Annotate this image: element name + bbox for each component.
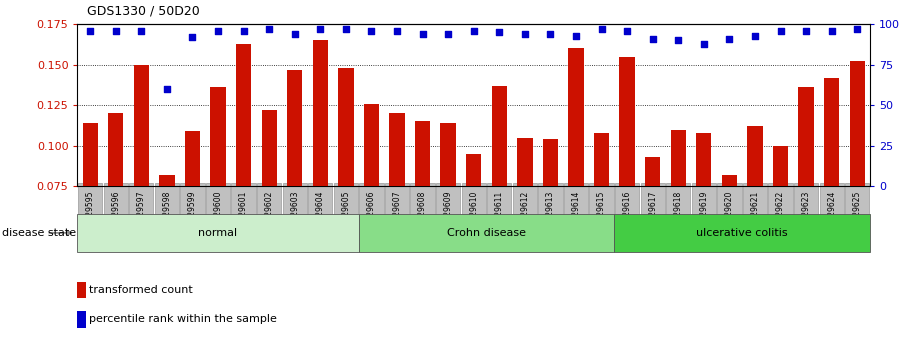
Bar <box>824 78 839 186</box>
Bar <box>312 40 328 186</box>
Bar <box>108 113 124 186</box>
Point <box>594 26 609 32</box>
Bar <box>77 214 359 252</box>
Bar <box>77 311 86 328</box>
Point <box>134 28 148 33</box>
Point <box>568 33 583 38</box>
Point <box>645 36 660 41</box>
Text: percentile rank within the sample: percentile rank within the sample <box>89 314 277 324</box>
Bar <box>645 157 660 186</box>
Bar <box>441 123 456 186</box>
Bar <box>696 133 711 186</box>
Text: Crohn disease: Crohn disease <box>447 228 526 238</box>
Bar <box>261 110 277 186</box>
Bar <box>492 86 507 186</box>
Bar <box>614 214 870 252</box>
Bar <box>747 126 763 186</box>
Bar <box>210 87 226 186</box>
Bar <box>159 175 175 186</box>
Bar <box>134 65 149 186</box>
Point <box>517 31 532 37</box>
Bar <box>670 129 686 186</box>
Point <box>261 26 276 32</box>
Point <box>236 28 251 33</box>
Bar <box>517 138 533 186</box>
Bar <box>363 104 379 186</box>
Point <box>441 31 456 37</box>
Point <box>722 36 737 41</box>
Bar <box>619 57 635 186</box>
Point <box>83 28 97 33</box>
Point <box>824 28 839 33</box>
Bar <box>722 175 737 186</box>
Point <box>364 28 379 33</box>
Point <box>799 28 814 33</box>
Point <box>492 29 507 35</box>
Bar <box>568 48 584 186</box>
Point <box>185 34 200 40</box>
Point <box>748 33 763 38</box>
Bar <box>359 214 614 252</box>
Text: disease state: disease state <box>2 228 76 238</box>
Bar <box>798 87 814 186</box>
Bar <box>338 68 353 186</box>
Bar <box>83 123 97 186</box>
Bar <box>773 146 788 186</box>
Bar <box>594 133 609 186</box>
Text: GDS1330 / 50D20: GDS1330 / 50D20 <box>87 4 200 17</box>
Point <box>543 31 558 37</box>
Bar <box>466 154 481 186</box>
Bar <box>850 61 865 186</box>
Point <box>415 31 430 37</box>
Point <box>339 26 353 32</box>
Point <box>108 28 123 33</box>
Point <box>466 28 481 33</box>
Bar <box>415 121 430 186</box>
Bar <box>77 282 86 298</box>
Point <box>850 26 865 32</box>
Text: normal: normal <box>199 228 238 238</box>
Point <box>288 31 302 37</box>
Point <box>210 28 225 33</box>
Bar <box>287 70 302 186</box>
Text: transformed count: transformed count <box>89 285 192 295</box>
Point <box>390 28 404 33</box>
Text: ulcerative colitis: ulcerative colitis <box>696 228 788 238</box>
Point <box>619 28 634 33</box>
Bar <box>185 131 200 186</box>
Bar <box>236 43 251 186</box>
Point <box>313 26 328 32</box>
Point <box>159 86 174 92</box>
Point <box>671 38 686 43</box>
Bar <box>389 113 404 186</box>
Point <box>697 41 711 46</box>
Bar <box>543 139 558 186</box>
Point <box>773 28 788 33</box>
